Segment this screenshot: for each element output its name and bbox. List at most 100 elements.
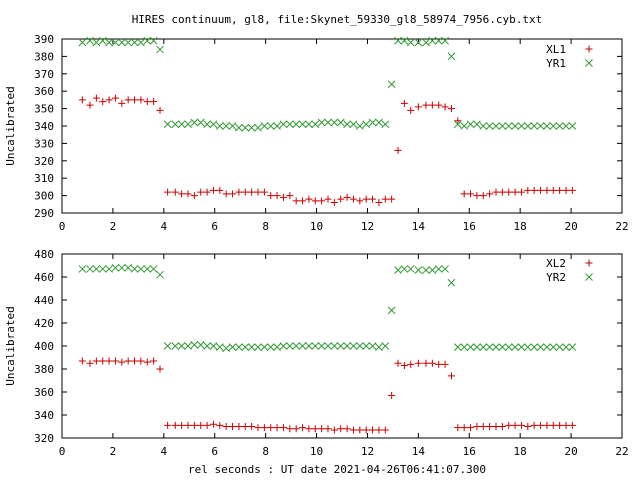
- data-point: [163, 120, 172, 129]
- data-point: [305, 120, 313, 129]
- y-tick-label: 330: [34, 137, 54, 150]
- data-point: [184, 190, 192, 198]
- series-xl1: [78, 94, 576, 207]
- data-point: [454, 424, 462, 432]
- data-point: [196, 118, 205, 127]
- data-point: [388, 391, 396, 399]
- data-point: [190, 421, 198, 429]
- data-point: [178, 190, 186, 198]
- y-tick-label: 350: [34, 103, 54, 116]
- data-point: [428, 266, 437, 274]
- data-point: [524, 186, 532, 194]
- data-point: [504, 343, 513, 352]
- x-tick-label: 0: [59, 445, 66, 458]
- y-tick-label: 460: [34, 271, 54, 284]
- x-tick-label: 4: [161, 445, 168, 458]
- data-point: [428, 36, 437, 45]
- x-tick-label: 8: [262, 445, 269, 458]
- y-tick-label: 400: [34, 340, 54, 353]
- legend-marker: [585, 59, 593, 67]
- y-tick-label: 290: [34, 207, 54, 220]
- data-point: [78, 96, 86, 104]
- data-point: [387, 306, 396, 315]
- data-point: [414, 103, 422, 111]
- data-point: [311, 120, 320, 129]
- data-point: [267, 424, 275, 432]
- data-point: [349, 426, 357, 434]
- data-point: [222, 190, 230, 198]
- data-point: [131, 96, 139, 104]
- data-point: [279, 424, 287, 432]
- data-point: [473, 120, 481, 129]
- data-point: [453, 120, 462, 129]
- data-point: [394, 146, 402, 154]
- data-point: [241, 123, 250, 132]
- data-point: [330, 342, 339, 350]
- data-point: [362, 120, 371, 129]
- data-point: [215, 122, 224, 130]
- x-tick-label: 16: [463, 445, 476, 458]
- data-point: [137, 38, 145, 47]
- data-point: [254, 343, 262, 352]
- x-tick-label: 18: [514, 445, 527, 458]
- data-point: [171, 421, 179, 429]
- data-point: [305, 195, 313, 203]
- data-point: [492, 122, 500, 130]
- data-point: [318, 197, 326, 205]
- data-point: [216, 186, 224, 194]
- data-point: [568, 343, 577, 352]
- data-point: [537, 186, 545, 194]
- data-point: [381, 195, 389, 203]
- data-point: [460, 122, 469, 130]
- x-tick-label: 10: [310, 445, 323, 458]
- data-point: [164, 188, 172, 196]
- x-tick-label: 10: [310, 220, 323, 233]
- data-point: [203, 188, 211, 196]
- data-point: [131, 357, 139, 365]
- data-point: [343, 342, 351, 350]
- data-point: [229, 423, 237, 430]
- data-point: [197, 421, 205, 429]
- data-point: [298, 342, 307, 350]
- data-point: [317, 118, 326, 127]
- data-point: [434, 265, 443, 273]
- data-point: [92, 38, 101, 47]
- data-point: [254, 424, 262, 432]
- data-point: [422, 359, 430, 367]
- data-point: [524, 423, 532, 430]
- x-tick-label: 12: [361, 220, 374, 233]
- data-point: [460, 424, 468, 432]
- data-point: [486, 190, 494, 198]
- data-point: [473, 192, 481, 200]
- data-point: [171, 342, 180, 350]
- data-point: [111, 38, 120, 47]
- data-point: [337, 425, 345, 433]
- data-point: [394, 359, 402, 367]
- data-point: [273, 192, 281, 200]
- data-point: [324, 425, 332, 433]
- data-point: [467, 190, 475, 198]
- data-point: [247, 123, 256, 132]
- data-point: [441, 36, 449, 45]
- data-point: [203, 120, 211, 129]
- data-point: [299, 197, 307, 205]
- data-point: [388, 195, 396, 203]
- data-point: [137, 96, 145, 104]
- data-point: [394, 266, 402, 274]
- data-point: [485, 122, 494, 130]
- y-tick-label: 480: [34, 248, 54, 261]
- data-point: [130, 265, 139, 273]
- y-tick-label: 370: [34, 68, 54, 81]
- data-point: [568, 186, 576, 194]
- data-point: [517, 421, 525, 429]
- data-point: [124, 263, 133, 272]
- data-point: [549, 122, 558, 130]
- data-point: [562, 186, 570, 194]
- data-point: [311, 425, 319, 433]
- data-point: [355, 342, 364, 350]
- data-point: [473, 423, 481, 430]
- data-point: [78, 38, 87, 47]
- data-point: [356, 426, 364, 434]
- data-point: [305, 342, 313, 350]
